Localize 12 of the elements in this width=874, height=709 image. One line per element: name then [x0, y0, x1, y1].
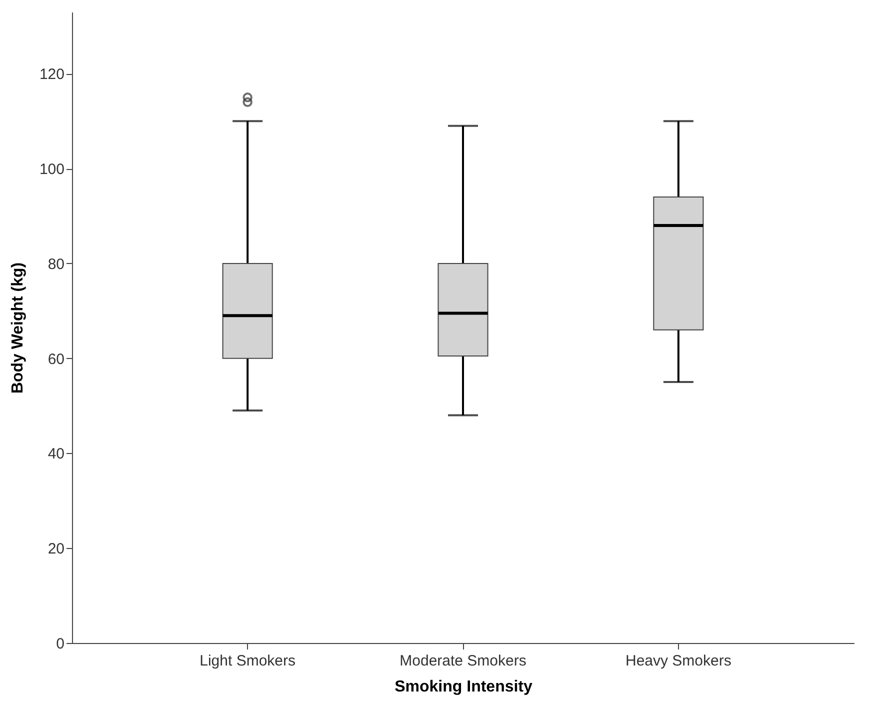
x-tick-label: Heavy Smokers	[625, 652, 732, 670]
x-axis-title: Smoking Intensity	[394, 678, 532, 696]
x-tick-label: Moderate Smokers	[400, 652, 526, 670]
y-tick-label: 80	[48, 256, 64, 273]
y-tick-label: 0	[56, 636, 64, 652]
y-axis-title: Body Weight (kg)	[9, 262, 26, 394]
y-tick-label: 40	[48, 446, 64, 463]
y-tick-label: 20	[48, 540, 64, 558]
y-tick-label: 120	[39, 66, 64, 84]
y-tick-label: 100	[39, 161, 64, 178]
y-tick-label: 60	[48, 350, 64, 368]
x-tick-label: Light Smokers	[200, 652, 296, 670]
